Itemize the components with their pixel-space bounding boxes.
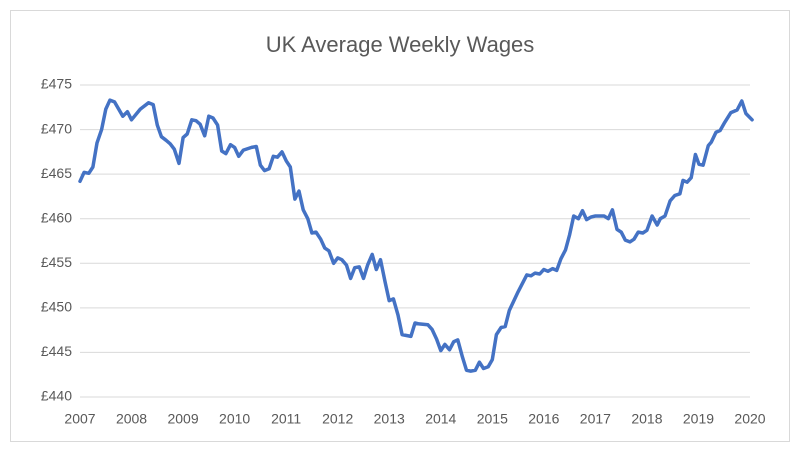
x-tick-label: 2007 bbox=[64, 411, 95, 427]
x-tick-label: 2017 bbox=[580, 411, 611, 427]
x-tick-label: 2009 bbox=[167, 411, 198, 427]
x-tick-label: 2020 bbox=[734, 411, 765, 427]
y-tick-label: £455 bbox=[41, 254, 72, 270]
x-tick-label: 2010 bbox=[219, 411, 250, 427]
y-tick-label: £445 bbox=[41, 343, 72, 359]
x-tick-label: 2014 bbox=[425, 411, 456, 427]
x-tick-label: 2016 bbox=[528, 411, 559, 427]
chart-title: UK Average Weekly Wages bbox=[266, 32, 535, 57]
x-tick-label: 2015 bbox=[477, 411, 508, 427]
y-tick-label: £460 bbox=[41, 209, 72, 225]
y-tick-label: £450 bbox=[41, 299, 72, 315]
x-tick-label: 2018 bbox=[631, 411, 662, 427]
x-tick-label: 2012 bbox=[322, 411, 353, 427]
x-tick-label: 2008 bbox=[116, 411, 147, 427]
x-tick-label: 2013 bbox=[374, 411, 405, 427]
data-line bbox=[78, 98, 754, 373]
x-tick-label: 2011 bbox=[271, 411, 301, 427]
y-tick-label: £475 bbox=[41, 76, 72, 92]
chart-border bbox=[10, 10, 790, 442]
y-tick-label: £465 bbox=[41, 165, 72, 181]
y-tick-label: £470 bbox=[41, 120, 72, 136]
x-tick-label: 2019 bbox=[683, 411, 714, 427]
y-tick-label: £440 bbox=[41, 388, 72, 404]
